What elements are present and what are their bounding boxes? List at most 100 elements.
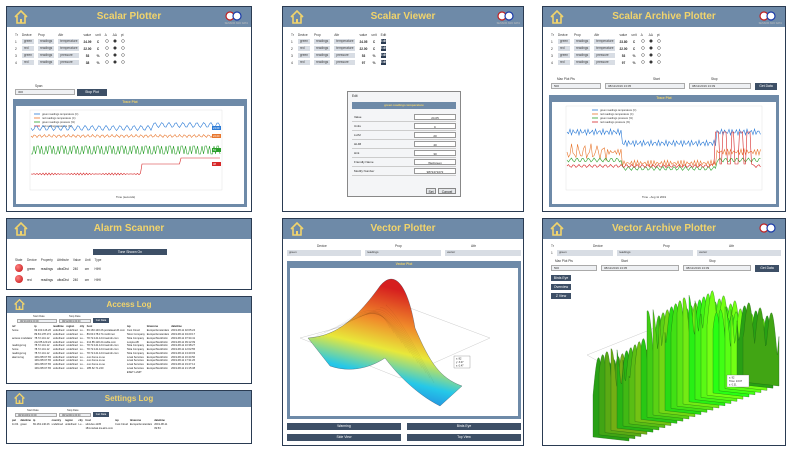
prop-select[interactable]: readings — [314, 46, 331, 51]
radio-cell[interactable] — [119, 38, 127, 45]
legend-entry[interactable]: red readings temperature (C) — [600, 112, 634, 116]
legend-entry[interactable]: green readings temperature (C) — [42, 112, 78, 116]
span-input[interactable]: 300 — [15, 89, 75, 95]
home-icon[interactable] — [289, 9, 305, 25]
attr-select[interactable]: temperature — [334, 46, 356, 51]
prop-cell[interactable]: readings — [36, 38, 56, 45]
device-select[interactable]: red — [21, 60, 35, 65]
radio-cell[interactable] — [103, 38, 111, 45]
attr-cell[interactable]: temperature — [56, 38, 81, 45]
device-select[interactable]: green — [557, 39, 571, 44]
radio-cell[interactable] — [103, 52, 111, 59]
device-select[interactable]: green — [287, 250, 361, 256]
radio-cell[interactable] — [647, 38, 655, 45]
home-icon[interactable] — [13, 221, 29, 237]
radio-cell[interactable] — [119, 52, 127, 59]
edit-button[interactable]: Edit — [380, 39, 387, 44]
edit-button[interactable]: Edit — [380, 46, 387, 51]
legend-entry[interactable]: red readings pressure (%) — [600, 120, 630, 124]
device-select[interactable]: red — [21, 46, 35, 51]
prop-cell[interactable]: readings — [312, 59, 332, 66]
legend-entry[interactable]: green readings temperature (C) — [600, 108, 636, 112]
radio-cell[interactable] — [647, 45, 655, 52]
radio-cell[interactable] — [111, 59, 119, 66]
prop-cell[interactable]: readings — [36, 59, 56, 66]
attr-cell[interactable]: pressure — [332, 59, 357, 66]
prop-select[interactable]: readings — [314, 53, 331, 58]
device-cell[interactable]: red — [20, 59, 36, 66]
radio-icon[interactable] — [640, 46, 645, 50]
radio-cell[interactable] — [111, 45, 119, 52]
field-input[interactable]: WetGreen — [414, 159, 456, 165]
device-cell[interactable]: red — [556, 59, 572, 66]
radio-icon[interactable] — [121, 53, 125, 57]
home-icon[interactable] — [289, 221, 305, 237]
prop-cell[interactable]: readings — [572, 52, 592, 59]
radio-icon[interactable] — [640, 53, 645, 57]
start-input[interactable]: 08/11/2019 13:05 — [601, 265, 679, 271]
device-select[interactable]: red — [557, 46, 571, 51]
vector-surface-plot[interactable]: x: 82y: 3.07z: 0.47 — [290, 268, 518, 416]
radio-icon[interactable] — [112, 60, 117, 64]
prop-select[interactable]: readings — [617, 250, 693, 256]
device-select[interactable]: green — [21, 53, 35, 58]
field-input[interactable]: 40 — [414, 141, 456, 147]
edit-cell[interactable]: Edit — [379, 45, 389, 52]
field-input[interactable]: 30 — [414, 150, 456, 156]
radio-cell[interactable] — [639, 45, 647, 52]
attr-select[interactable]: vector — [445, 250, 521, 256]
radio-icon[interactable] — [640, 60, 645, 64]
radio-icon[interactable] — [657, 46, 661, 50]
attr-cell[interactable]: pressure — [332, 52, 357, 59]
radio-icon[interactable] — [657, 53, 661, 57]
device-cell[interactable]: green — [20, 52, 36, 59]
stop-input[interactable]: 08/11/2019 13:09 — [683, 265, 751, 271]
attr-cell[interactable]: temperature — [592, 45, 617, 52]
field-input[interactable]: 9872471072 — [414, 168, 456, 174]
attr-cell[interactable]: temperature — [56, 45, 81, 52]
radio-icon[interactable] — [648, 53, 653, 57]
prop-select[interactable]: readings — [38, 39, 55, 44]
prop-cell[interactable]: readings — [36, 52, 56, 59]
radio-icon[interactable] — [104, 46, 109, 50]
max-pts-input[interactable]: 500 — [551, 83, 601, 89]
alarm-led-icon[interactable] — [15, 275, 23, 283]
get-data-button[interactable]: Get Data — [755, 83, 777, 90]
device-select[interactable]: green — [557, 250, 613, 256]
prop-select[interactable]: readings — [314, 60, 331, 65]
trace-plot[interactable]: green readings temperature (C)red readin… — [16, 106, 244, 204]
radio-icon[interactable] — [648, 39, 653, 43]
radio-cell[interactable] — [103, 45, 111, 52]
radio-icon[interactable] — [112, 39, 117, 43]
attr-select[interactable]: temperature — [58, 39, 80, 44]
radio-cell[interactable] — [639, 52, 647, 59]
radio-icon[interactable] — [648, 46, 653, 50]
radio-icon[interactable] — [104, 39, 109, 43]
radio-cell[interactable] — [119, 59, 127, 66]
home-icon[interactable] — [13, 9, 29, 25]
birds-eye-button[interactable]: Birds Eye — [551, 275, 571, 281]
prop-cell[interactable]: readings — [312, 45, 332, 52]
attr-cell[interactable]: temperature — [332, 38, 357, 45]
attr-select[interactable]: pressure — [58, 53, 80, 58]
alarm-led-icon[interactable] — [15, 264, 23, 272]
attr-select[interactable]: vector — [697, 250, 781, 256]
device-select[interactable]: green — [21, 39, 35, 44]
attr-select[interactable]: pressure — [58, 60, 80, 65]
radio-cell[interactable] — [111, 52, 119, 59]
prop-select[interactable]: readings — [574, 46, 591, 51]
top-view-button[interactable]: Top View — [407, 434, 521, 441]
device-select[interactable]: red — [557, 60, 571, 65]
home-icon[interactable] — [549, 9, 565, 25]
attr-select[interactable]: pressure — [594, 60, 616, 65]
radio-icon[interactable] — [112, 53, 117, 57]
radio-cell[interactable] — [647, 59, 655, 66]
radio-icon[interactable] — [657, 39, 661, 43]
stop-plot-button[interactable]: Stop Plot — [77, 89, 107, 96]
radio-cell[interactable] — [639, 38, 647, 45]
attr-cell[interactable]: temperature — [332, 45, 357, 52]
device-cell[interactable]: red — [296, 59, 312, 66]
stop-input[interactable]: 08/11/2019 13:09 — [689, 83, 751, 89]
silence-button[interactable]: Tone Shown On — [93, 249, 167, 255]
